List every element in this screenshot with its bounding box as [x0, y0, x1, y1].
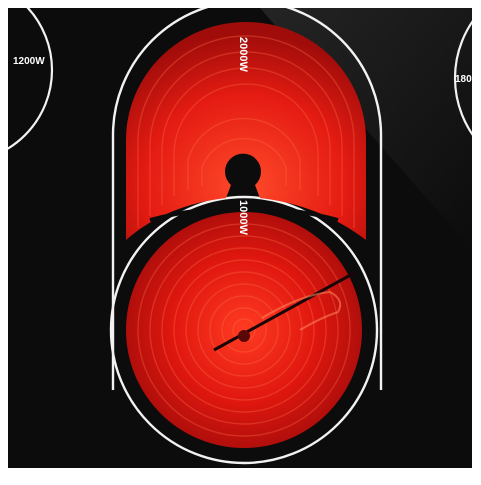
bottom-zone-label: 1000W: [237, 200, 249, 235]
dual-zone-outline: [111, 8, 383, 390]
sensor-coil-loop: [261, 290, 342, 331]
bottom-zone-ring: [109, 195, 379, 465]
top-zone-label: 2000W: [237, 37, 249, 72]
bottom-element-center: [238, 330, 250, 342]
top-element-center: [228, 161, 258, 191]
bottom-element-coils: [137, 223, 351, 437]
right-zone-label: 1800: [455, 74, 478, 85]
zone-separator: [149, 205, 339, 222]
left-zone-label: 1200W: [13, 56, 45, 67]
right-zone-ring: [453, 20, 472, 136]
top-heating-element: [126, 22, 366, 240]
temperature-sensor-rod: [213, 270, 357, 352]
left-zone-ring: [8, 8, 54, 150]
top-element-coils: [137, 35, 355, 228]
